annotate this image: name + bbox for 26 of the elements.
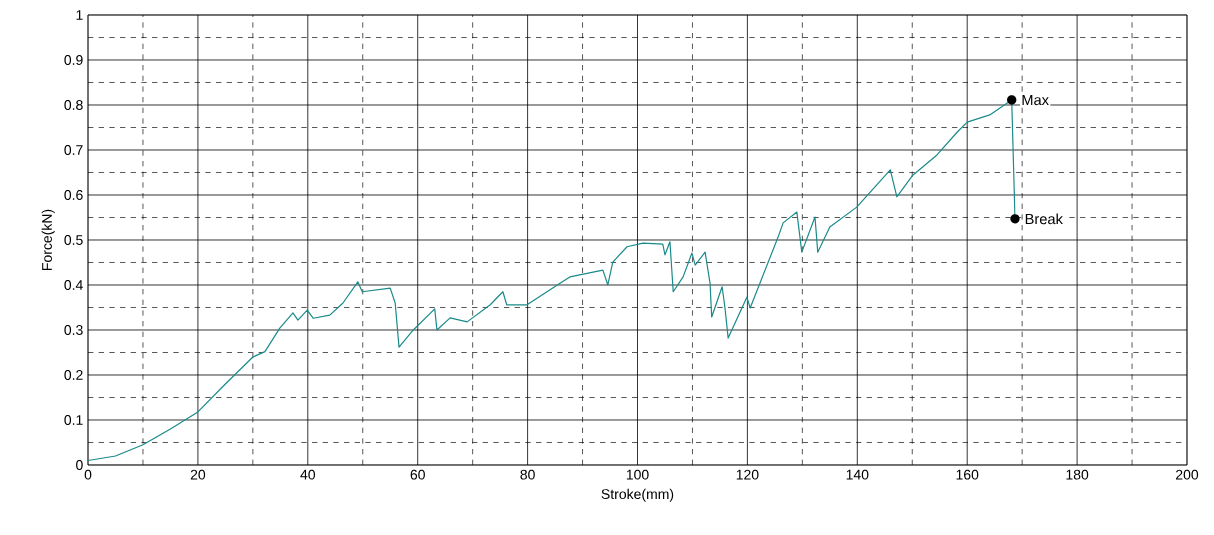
- x-tick-label: 140: [846, 469, 869, 480]
- y-tick-label: 0.4: [64, 280, 83, 290]
- y-axis-title: Force(kN): [41, 209, 55, 270]
- y-tick-label: 0.5: [64, 235, 83, 245]
- y-tick-label: 0.2: [64, 370, 83, 380]
- x-axis-title: Stroke(mm): [601, 488, 674, 502]
- x-tick-label: 0: [84, 469, 92, 480]
- y-tick-label: 0.7: [64, 145, 83, 155]
- x-tick-label: 200: [1176, 469, 1199, 480]
- x-tick-label: 120: [736, 469, 759, 480]
- x-tick-label: 80: [520, 469, 535, 480]
- annotation: Break: [1025, 213, 1063, 225]
- x-tick-label: 20: [190, 469, 206, 480]
- y-tick-label: 1: [76, 10, 83, 20]
- x-tick-label: 160: [956, 469, 979, 480]
- x-tick-label: 60: [410, 469, 425, 480]
- y-tick-label: 0: [76, 460, 83, 470]
- y-tick-label: 0.9: [64, 55, 83, 65]
- y-tick-label: 0.3: [64, 325, 83, 335]
- y-tick-label: 0.6: [64, 190, 83, 200]
- y-tick-label: 0.8: [64, 100, 83, 110]
- x-tick-label: 40: [300, 469, 316, 480]
- annotation: Max: [1022, 94, 1049, 106]
- y-tick-label: 0.1: [64, 415, 83, 425]
- x-tick-label: 100: [626, 469, 649, 480]
- x-tick-label: 180: [1066, 469, 1089, 480]
